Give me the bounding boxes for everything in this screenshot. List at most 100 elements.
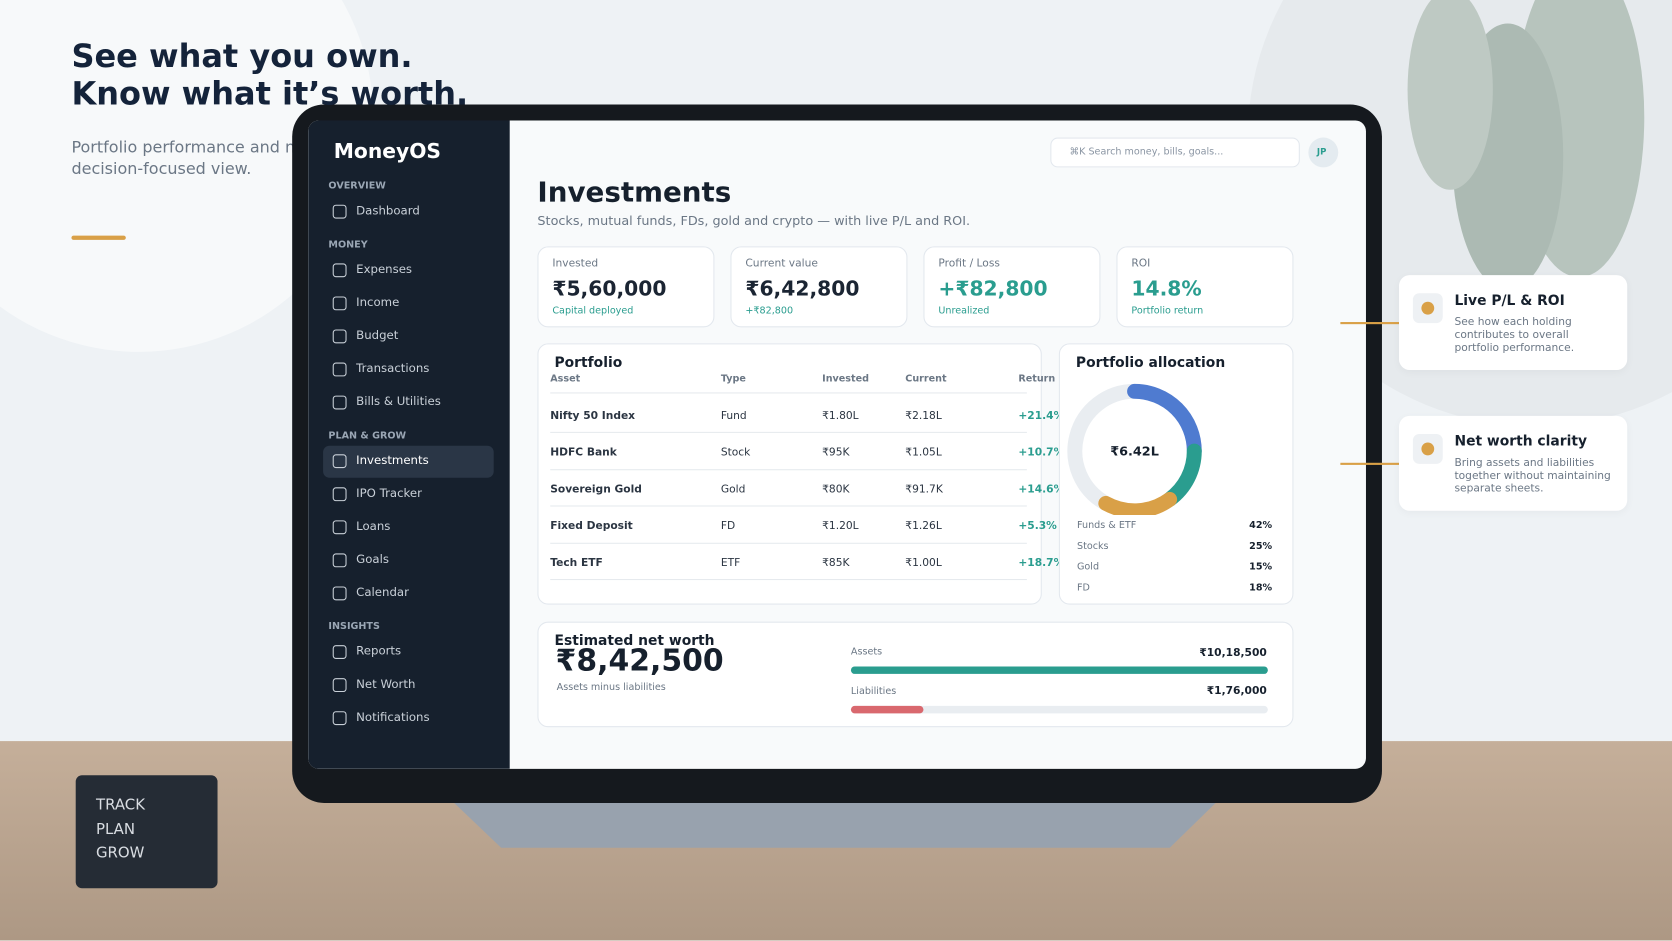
nav-item[interactable]: Notifications — [356, 710, 430, 724]
cell: ₹1.20L — [822, 520, 859, 533]
nav-icon — [332, 329, 347, 344]
allocation-card: Portfolio allocation ₹6.42L Funds & ETF 42%… — [1058, 343, 1294, 605]
avatar[interactable]: JP — [1308, 137, 1339, 168]
callout-text: contributes to overall — [1454, 328, 1569, 341]
cell: ₹1.26L — [905, 520, 942, 533]
nav-item[interactable]: Dashboard — [356, 203, 420, 218]
search-box[interactable]: ⌘K Search money, bills, goals... — [1050, 137, 1300, 168]
nav-icon — [332, 454, 347, 469]
nav-section: OVERVIEW — [328, 181, 386, 192]
cell: Gold — [720, 483, 746, 496]
column-header: Type — [720, 374, 746, 385]
nav-icon — [332, 711, 347, 726]
column-header: Asset — [550, 374, 581, 385]
cell: +5.3% — [1018, 520, 1057, 533]
nav-icon — [332, 362, 347, 377]
nav-icon — [332, 645, 347, 659]
column-header: Current — [905, 374, 947, 385]
plant — [1407, 0, 1493, 190]
callout-title: Live P/L & ROI — [1454, 293, 1565, 310]
nav-item[interactable]: Investments — [356, 453, 429, 467]
nav-item[interactable]: Expenses — [356, 262, 413, 277]
nav-item[interactable]: Transactions — [356, 361, 430, 376]
cell: ₹95K — [822, 446, 850, 459]
divider — [550, 431, 1027, 433]
nav-item[interactable]: Goals — [356, 552, 389, 567]
card-title: Portfolio allocation — [1075, 354, 1226, 371]
stand — [454, 802, 1216, 848]
nav-item[interactable]: Calendar — [356, 585, 409, 600]
donut-slice — [1127, 383, 1202, 459]
nav-icon — [332, 520, 347, 535]
bar — [850, 705, 923, 713]
kpi-label: Invested — [552, 257, 599, 270]
nav-item[interactable]: Net Worth — [356, 677, 416, 691]
nav-icon — [332, 678, 347, 693]
screen: MoneyOS OVERVIEW Dashboard MONEY Expenses Inc… — [308, 120, 1366, 769]
callout-text: separate sheets. — [1454, 482, 1544, 495]
net-worth-card: Estimated net worth ₹8,42,500 Assets minus… — [537, 621, 1294, 728]
kpi-note: Capital deployed — [552, 306, 634, 317]
bar — [850, 666, 1268, 674]
badge-word: TRACK — [95, 796, 146, 814]
bar-value: ₹1,76,000 — [1206, 685, 1267, 698]
page-subtitle: Stocks, mutual funds, FDs, gold and cryp… — [537, 213, 971, 229]
connector — [1340, 322, 1400, 324]
kpi-note: Portfolio return — [1131, 306, 1204, 317]
kpi-card: Profit / Loss +₹82,800 Unrealized — [923, 246, 1101, 328]
bar-label: Liabilities — [850, 686, 897, 697]
callout-dot — [1421, 301, 1435, 315]
subtitle: decision-focused view. — [71, 158, 252, 178]
kpi-note: Unrealized — [938, 306, 990, 317]
cell: ₹1.05L — [905, 446, 942, 459]
kpi-card: Current value ₹6,42,800 +₹82,800 — [730, 246, 908, 328]
kpi-note: +₹82,800 — [745, 306, 794, 317]
kpi-label: Profit / Loss — [938, 257, 1000, 270]
kpi-value: +₹82,800 — [938, 276, 1048, 301]
column-header: Invested — [822, 374, 869, 385]
cell: ₹80K — [822, 483, 850, 496]
nav-item[interactable]: Reports — [356, 643, 402, 658]
nav-item[interactable]: IPO Tracker — [356, 486, 422, 501]
cell: Sovereign Gold — [550, 483, 642, 496]
cell: +18.7% — [1018, 557, 1065, 570]
callout-text: portfolio performance. — [1454, 341, 1575, 354]
donut: ₹6.42L — [1067, 383, 1202, 516]
donut-slice — [1162, 443, 1202, 507]
callout-card: Live P/L & ROI See how each holding contri… — [1399, 275, 1628, 371]
nav-section: PLAN & GROW — [328, 430, 407, 442]
cell: Fund — [720, 410, 747, 422]
sidebar: MoneyOS OVERVIEW Dashboard MONEY Expenses Inc… — [308, 120, 510, 769]
divider — [550, 505, 1027, 507]
nav-item[interactable]: Bills & Utilities — [356, 394, 441, 409]
badge: TRACK PLAN GROW — [75, 775, 218, 889]
nav-section: MONEY — [328, 239, 368, 251]
legend-value: 18% — [1249, 582, 1273, 594]
legend-name: FD — [1076, 582, 1090, 594]
legend-name: Funds & ETF — [1076, 520, 1137, 532]
divider — [550, 392, 1027, 394]
callout-text: together without maintaining — [1454, 469, 1611, 482]
cell: +14.6% — [1018, 483, 1065, 496]
bar-label: Assets — [850, 647, 883, 658]
cell: +10.7% — [1018, 446, 1065, 459]
nav-icon — [332, 263, 347, 278]
headline: See what you own. — [71, 37, 413, 76]
badge-word: PLAN — [95, 820, 136, 838]
kpi-value: ₹5,60,000 — [552, 276, 667, 301]
cell: Tech ETF — [550, 557, 603, 570]
kpi-value: ₹6,42,800 — [745, 276, 860, 301]
legend-name: Stocks — [1076, 541, 1109, 552]
portfolio-card: Portfolio Asset Type Invested Current Return N… — [537, 343, 1064, 605]
nav-item[interactable]: Budget — [356, 328, 399, 343]
card-title: Estimated net worth — [554, 633, 715, 650]
legend-value: 15% — [1249, 562, 1273, 573]
net-worth-note: Assets minus liabilities — [556, 682, 666, 694]
bar-track — [850, 705, 1268, 713]
nav-item[interactable]: Loans — [356, 519, 391, 534]
donut-slice — [1067, 383, 1143, 511]
nav-item[interactable]: Income — [356, 295, 400, 310]
nav-section: INSIGHTS — [328, 621, 380, 633]
